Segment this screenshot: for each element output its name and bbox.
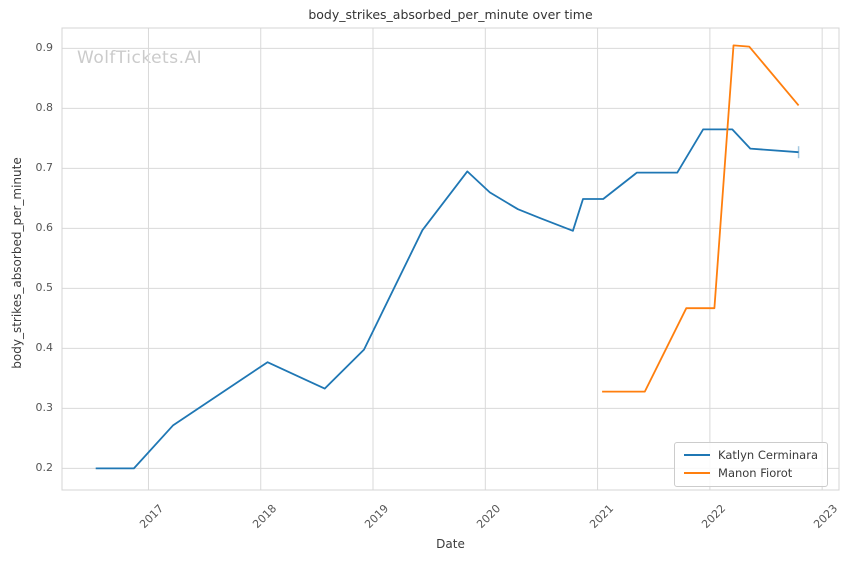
y-tick-label-0.4: 0.4 xyxy=(35,341,54,355)
legend: Katlyn Cerminara Manon Fiorot xyxy=(674,442,828,487)
y-tick-label-0.5: 0.5 xyxy=(35,281,54,295)
legend-label-katlyn-cerminara: Katlyn Cerminara xyxy=(718,448,818,462)
series-line-katlyn-cerminara xyxy=(95,128,799,470)
legend-swatch-manon-fiorot xyxy=(684,472,711,474)
x-axis-label: Date xyxy=(436,537,465,551)
legend-item-manon-fiorot: Manon Fiorot xyxy=(684,466,818,480)
y-tick-label-0.3: 0.3 xyxy=(35,401,54,415)
y-tick-label-0.9: 0.9 xyxy=(35,41,54,55)
legend-label-manon-fiorot: Manon Fiorot xyxy=(718,466,793,480)
y-tick-label-0.8: 0.8 xyxy=(35,101,54,115)
series-line-manon-fiorot xyxy=(602,44,800,393)
watermark: WolfTickets.AI xyxy=(77,48,203,68)
y-tick-label-0.6: 0.6 xyxy=(35,221,54,235)
axes-border xyxy=(61,27,840,491)
y-tick-label-0.2: 0.2 xyxy=(35,461,54,475)
legend-item-katlyn-cerminara: Katlyn Cerminara xyxy=(684,448,818,462)
legend-swatch-katlyn-cerminara xyxy=(684,454,711,456)
chart-title: body_strikes_absorbed_per_minute over ti… xyxy=(308,7,593,22)
y-tick-label-0.7: 0.7 xyxy=(35,161,54,175)
